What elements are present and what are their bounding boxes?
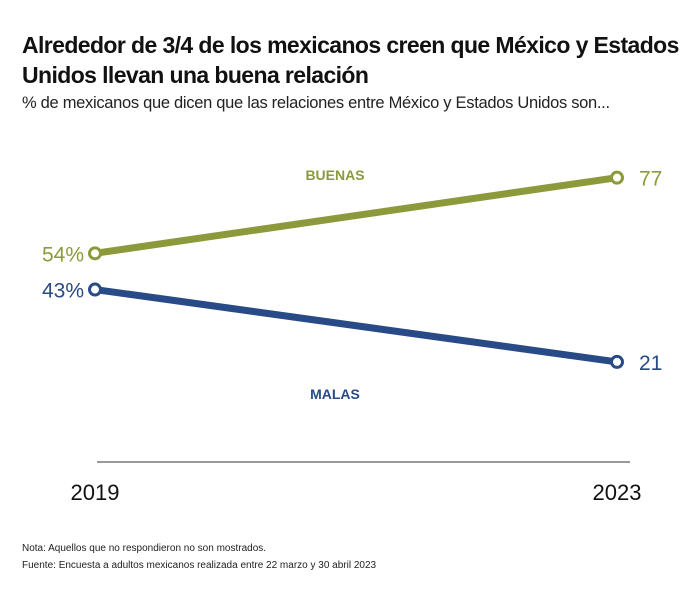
series-name-malas: MALAS [310, 386, 360, 402]
data-point-buenas [88, 246, 102, 261]
chart-note: Nota: Aquellos que no respondieron no so… [22, 543, 267, 554]
series-name-buenas: BUENAS [305, 167, 364, 183]
chart-subtitle: % de mexicanos que dicen que las relacio… [22, 94, 610, 112]
chart-source: Fuente: Encuesta a adultos mexicanos rea… [22, 560, 377, 571]
data-point-buenas [610, 170, 624, 185]
chart-title: Alrededor de 3/4 de los mexicanos creen … [22, 32, 679, 88]
data-label-malas: 43% [42, 280, 84, 303]
data-label-buenas: 77 [639, 168, 662, 191]
series-line-malas [94, 286, 618, 366]
data-label-malas: 21 [639, 352, 662, 375]
data-label-buenas: 54% [42, 243, 84, 266]
series-line-buenas [94, 174, 618, 257]
series-layer: 54% 77 BUENAS 43% 21 MALAS [42, 167, 662, 402]
data-point-malas [610, 354, 624, 369]
data-point-malas [88, 282, 102, 297]
x-tick-label: 2023 [593, 480, 642, 505]
x-tick-label: 2019 [71, 480, 120, 505]
